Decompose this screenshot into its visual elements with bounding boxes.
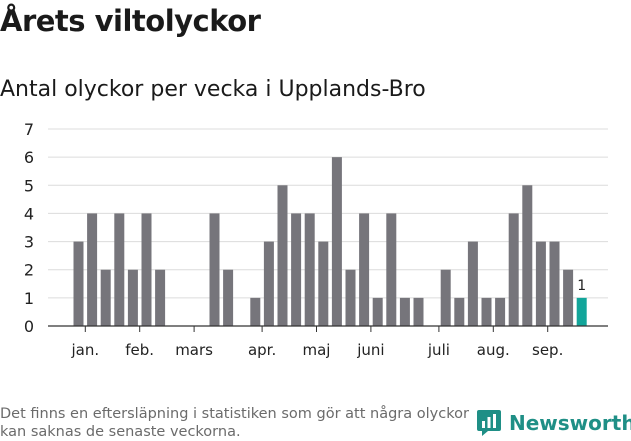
bar-week-36 — [549, 241, 560, 326]
bar-week-32 — [495, 297, 506, 326]
y-tick-label: 3 — [24, 233, 34, 252]
bar-week-3 — [100, 269, 111, 326]
bar-week-1 — [73, 241, 84, 326]
footnote: Det finns en eftersläpning i statistiken… — [0, 406, 469, 440]
month-label: aug. — [477, 341, 510, 359]
bar-week-6 — [141, 213, 152, 326]
bar-week-28 — [440, 269, 451, 326]
weekly-accidents-bar-chart: 0 1 2 3 4 5 6 7 1 jan. feb. mars apr. maj juni juli aug.… — [24, 120, 608, 359]
bar-week-12 — [223, 269, 234, 326]
y-tick-label: 2 — [24, 261, 34, 280]
bar-week-24 — [386, 213, 397, 326]
bar-week-22 — [359, 213, 370, 326]
data-label-last-week: 1 — [577, 278, 586, 294]
bar-week-31 — [481, 297, 492, 326]
x-axis — [48, 325, 608, 332]
y-tick-label: 1 — [24, 289, 34, 308]
bar-week-37 — [563, 269, 574, 326]
bar-week-23 — [372, 297, 383, 326]
bar-week-17 — [291, 213, 302, 326]
newsworthy-chart-icon — [477, 410, 501, 436]
bar-week-16 — [277, 185, 288, 326]
bar-week-33 — [508, 213, 519, 326]
bar-week-2 — [87, 213, 98, 326]
newsworthy-logo: Newsworthy — [476, 408, 631, 438]
month-label: apr. — [248, 341, 276, 359]
chart-subtitle: Antal olyckor per vecka i Upplands-Bro — [0, 77, 426, 102]
bar-week-34 — [522, 185, 533, 326]
bar-week-7 — [155, 269, 166, 326]
bar-week-21 — [345, 269, 356, 326]
month-label: feb. — [125, 341, 154, 359]
bar-week-35 — [535, 241, 546, 326]
month-label: mars — [175, 341, 213, 359]
month-label: sep. — [532, 341, 563, 359]
bar-week-29 — [454, 297, 465, 326]
month-label: maj — [303, 341, 331, 359]
bar-week-20 — [331, 157, 342, 326]
y-tick-label: 5 — [24, 176, 34, 195]
month-label: juni — [356, 341, 384, 359]
month-label: juli — [427, 341, 450, 359]
y-tick-label: 0 — [24, 317, 34, 336]
bar-week-11 — [209, 213, 220, 326]
bar-week-4 — [114, 213, 125, 326]
bar-week-26 — [413, 297, 424, 326]
bar-week-18 — [304, 213, 315, 326]
month-label: jan. — [70, 341, 99, 359]
bar-week-14 — [250, 297, 261, 326]
labels: 0 1 2 3 4 5 6 7 1 jan. feb. mars apr. maj juni juli aug.… — [24, 120, 586, 359]
y-tick-label: 7 — [24, 120, 34, 139]
chart-title: Årets viltolyckor — [0, 4, 261, 38]
bar-week-30 — [467, 241, 478, 326]
bar-week-5 — [127, 269, 138, 326]
bars — [73, 157, 587, 326]
y-tick-label: 6 — [24, 148, 34, 167]
brand-name: Newsworthy — [509, 411, 631, 435]
bar-week-38 — [576, 297, 587, 326]
bar-week-15 — [263, 241, 274, 326]
bar-week-19 — [318, 241, 329, 326]
y-tick-label: 4 — [24, 204, 34, 223]
bar-week-25 — [399, 297, 410, 326]
